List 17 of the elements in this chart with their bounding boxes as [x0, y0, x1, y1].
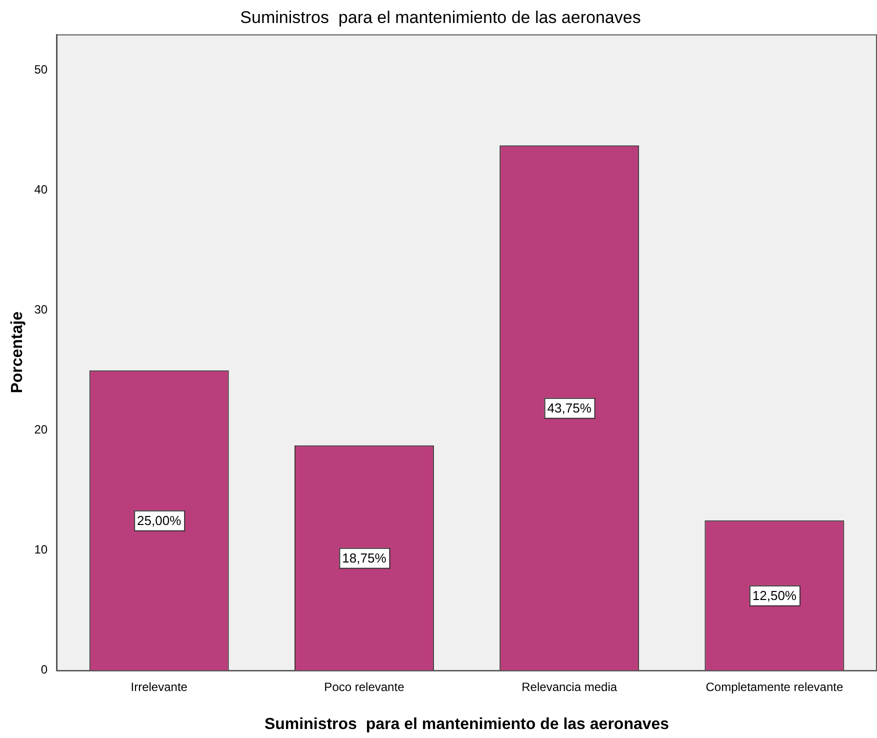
chart-title: Suministros para el mantenimiento de las aeronaves: [240, 8, 641, 27]
y-tick-label: 40: [34, 182, 48, 197]
data-label: 25,00%: [137, 512, 182, 528]
data-label: 18,75%: [342, 550, 387, 566]
x-tick-label: Irrelevante: [130, 680, 188, 694]
y-tick-label: 10: [34, 542, 48, 557]
y-tick-label: 20: [34, 422, 48, 437]
data-label: 12,50%: [752, 588, 797, 603]
data-label: 43,75%: [547, 400, 592, 416]
y-tick-label: 50: [34, 62, 48, 77]
x-tick-label: Relevancia media: [522, 680, 618, 694]
y-tick-label: 30: [34, 302, 48, 317]
y-tick-label: 0: [40, 662, 48, 677]
x-axis-title: Suministros para el mantenimiento de las aeronaves: [264, 716, 670, 733]
y-axis-title: Porcentaje: [9, 311, 26, 394]
x-tick-label: Completamente relevante: [706, 680, 844, 694]
x-tick-label: Poco relevante: [324, 680, 405, 694]
